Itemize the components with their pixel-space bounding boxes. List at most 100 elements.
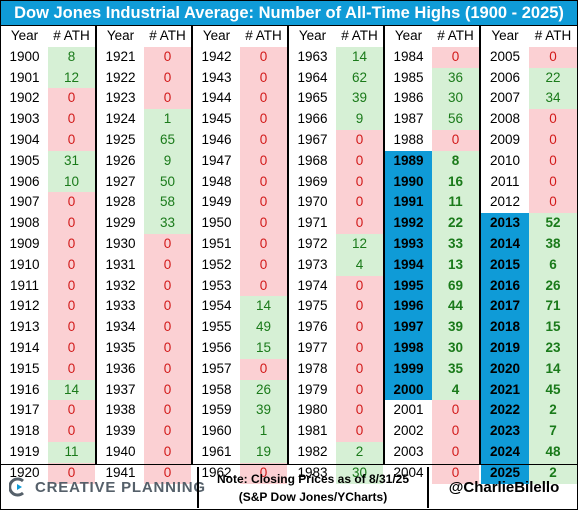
year-cell: 1912 — [9, 298, 40, 314]
author-handle: @CharlieBilello — [448, 479, 560, 496]
ath-cell: 39 — [240, 400, 287, 422]
table-row: 1990 16 — [385, 171, 479, 193]
year-cell: 1957 — [201, 360, 232, 376]
ath-cell: 0 — [144, 254, 191, 276]
table-row: 2017 71 — [481, 296, 577, 318]
year-cell: 1996 — [385, 296, 432, 318]
year-cell: 1971 — [297, 215, 328, 231]
year-cell: 2002 — [393, 423, 424, 439]
ath-cell: 0 — [336, 213, 383, 234]
table-row: 1991 11 — [385, 192, 479, 214]
table-row: 1975 0 — [289, 296, 383, 318]
page-title: Dow Jones Industrial Average: Number of … — [1, 1, 577, 26]
table-row: 1929 33 — [97, 213, 191, 234]
year-cell: 1906 — [9, 173, 40, 189]
table-row: 1994 13 — [385, 254, 479, 276]
ath-cell: 22 — [432, 213, 479, 234]
table-row: 1913 0 — [1, 317, 95, 338]
table-row: 1924 1 — [97, 109, 191, 130]
year-cell: 1911 — [9, 277, 40, 293]
ath-cell: 0 — [336, 171, 383, 193]
table-row: 2000 4 — [385, 379, 479, 401]
ath-cell: 0 — [144, 400, 191, 422]
ath-cell: 50 — [144, 171, 191, 193]
ath-cell: 0 — [144, 358, 191, 380]
table-row: 1900 8 — [1, 46, 95, 68]
year-cell: 1916 — [9, 381, 40, 397]
ath-cell: 0 — [48, 109, 95, 130]
ath-cell: 33 — [432, 234, 479, 255]
table-row: 1966 9 — [289, 109, 383, 130]
year-block: Year # ATH 1921 0 1922 0 1923 0 1924 1 1925 65 1926 9… — [97, 26, 193, 484]
year-cell: 2005 — [489, 48, 521, 64]
year-cell: 1920 — [9, 464, 40, 480]
ath-cell: 9 — [144, 150, 191, 172]
table-row: 1973 4 — [289, 254, 383, 276]
table-row: 1949 0 — [193, 192, 287, 214]
ath-cell: 0 — [432, 462, 479, 484]
ath-cell: 0 — [432, 442, 479, 463]
year-cell: 1922 — [105, 69, 136, 85]
table-row: 2010 0 — [481, 150, 577, 172]
table-row: 1917 0 — [1, 400, 95, 422]
year-cell: 1926 — [105, 152, 136, 168]
note-line-2: (S&P Dow Jones/YCharts) — [238, 490, 388, 504]
ath-cell: 0 — [432, 421, 479, 442]
ath-cell: 0 — [48, 462, 95, 484]
table-row: 1920 0 — [1, 462, 95, 484]
ath-cell: 49 — [240, 317, 287, 338]
ath-cell: 0 — [48, 192, 95, 214]
table-row: 1928 58 — [97, 192, 191, 214]
table-row: 2020 14 — [481, 358, 577, 380]
year-cell: 1934 — [105, 319, 136, 335]
ath-cell: 7 — [529, 421, 577, 442]
year-cell: 2022 — [481, 400, 529, 422]
ath-cell: 52 — [529, 213, 577, 234]
year-cell: 1914 — [9, 340, 40, 355]
table-row: 2013 52 — [481, 213, 577, 234]
table-row: 1967 0 — [289, 130, 383, 151]
year-cell: 1905 — [9, 152, 40, 168]
year-cell: 1978 — [297, 360, 328, 376]
table-row: 1993 33 — [385, 234, 479, 255]
table-row: 2006 22 — [481, 67, 577, 89]
year-cell: 1937 — [105, 381, 136, 397]
table-row: 1997 39 — [385, 317, 479, 338]
year-cell: 2001 — [393, 402, 424, 418]
table-row: 1922 0 — [97, 67, 191, 89]
year-cell: 1997 — [385, 317, 432, 338]
ath-cell: 45 — [529, 379, 577, 401]
table-row: 2008 0 — [481, 109, 577, 130]
ath-cell: 0 — [48, 296, 95, 318]
year-cell: 1947 — [201, 152, 232, 168]
ath-cell: 0 — [529, 130, 577, 151]
year-cell: 1949 — [201, 194, 232, 210]
year-cell: 1998 — [385, 338, 432, 359]
year-cell: 1932 — [105, 277, 136, 293]
ath-cell: 71 — [529, 296, 577, 318]
year-cell: 1988 — [393, 132, 424, 147]
year-cell: 2004 — [393, 464, 424, 480]
logo-text: CREATIVE PLANNING — [35, 478, 206, 496]
table-row: 1907 0 — [1, 192, 95, 214]
table-row: 1933 0 — [97, 296, 191, 318]
year-cell: 1987 — [393, 111, 424, 127]
table-row: 1902 0 — [1, 88, 95, 110]
creative-planning-logo: CREATIVE PLANNING — [9, 475, 206, 499]
year-cell: 2003 — [393, 444, 424, 459]
note-line-1: Note: Closing Prices as of 8/31/25 — [216, 472, 410, 486]
table-row: 1960 1 — [193, 421, 287, 442]
year-cell: 1982 — [297, 444, 328, 459]
source-note: Note: Closing Prices as of 8/31/25 (S&P … — [197, 467, 429, 508]
year-cell: 1970 — [297, 194, 328, 210]
ath-cell: 0 — [48, 421, 95, 442]
ath-cell: 22 — [529, 67, 577, 89]
ath-header: # ATH — [534, 28, 572, 43]
table-row: 2003 0 — [385, 442, 479, 463]
table-row: 1908 0 — [1, 213, 95, 234]
year-cell: 2015 — [481, 254, 529, 276]
table-row: 1943 0 — [193, 67, 287, 89]
year-cell: 1903 — [9, 111, 40, 127]
table-row: 2022 2 — [481, 400, 577, 422]
ath-cell: 0 — [529, 109, 577, 130]
